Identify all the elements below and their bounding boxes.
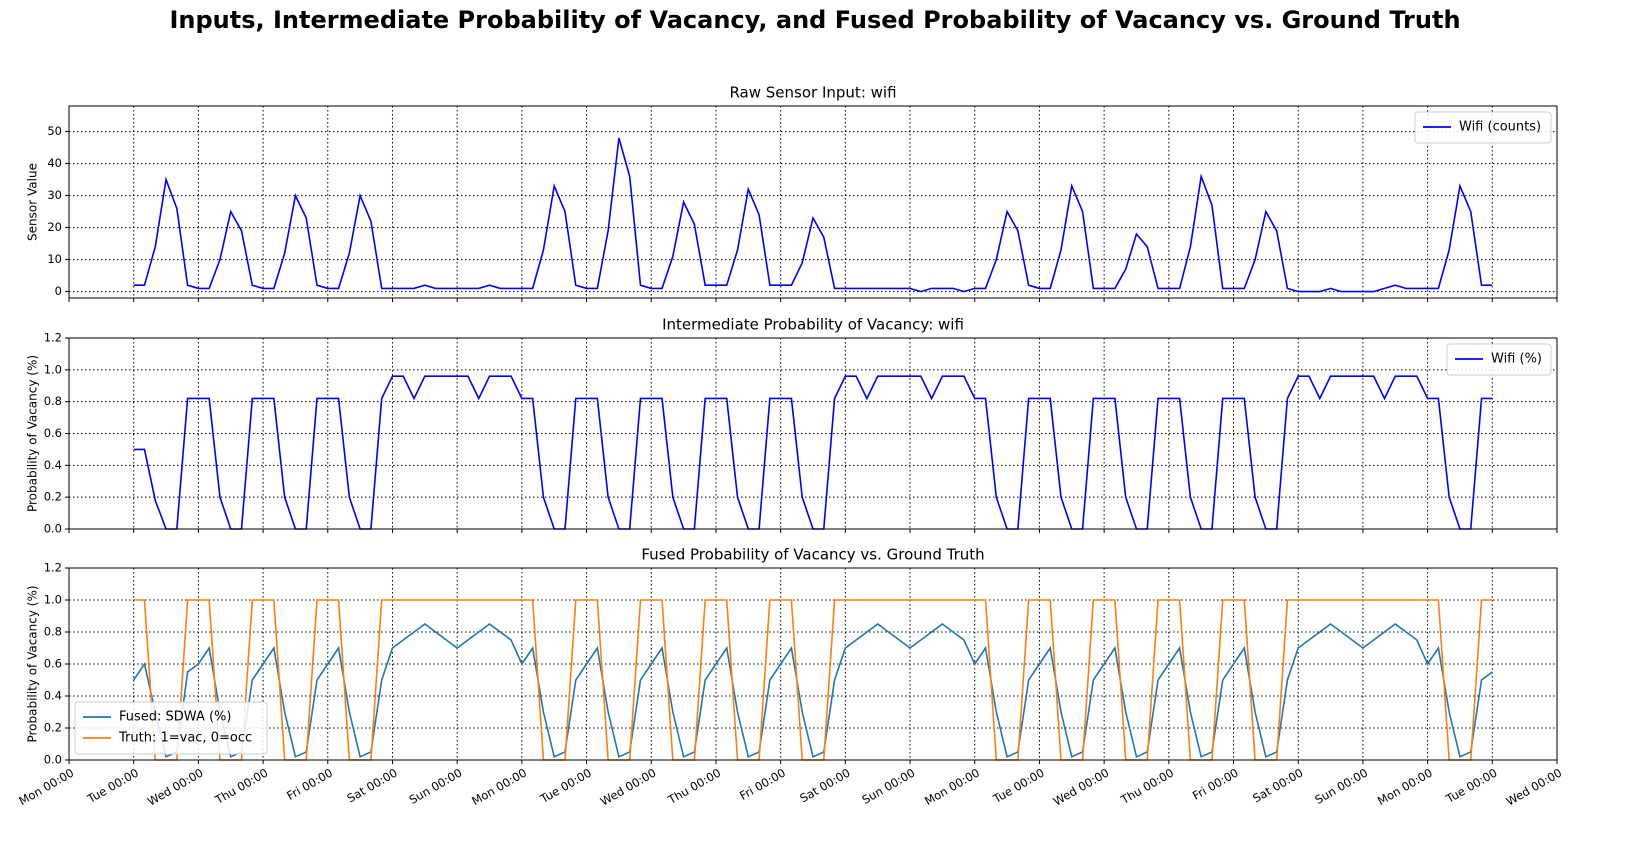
x-tick-label: Mon 00:00 [469, 766, 529, 809]
y-tick-label: 0.6 [44, 657, 62, 671]
y-tick-label: 0.4 [44, 689, 62, 703]
y-tick-label: 30 [47, 188, 62, 202]
legend-box [1414, 111, 1552, 144]
legend-label: Truth: 1=vac, 0=occ [118, 731, 252, 746]
y-tick-label: 1.2 [44, 561, 62, 575]
y-tick-label: 0.0 [44, 522, 62, 536]
x-tick-label: Wed 00:00 [145, 766, 206, 809]
y-tick-label: 0.0 [44, 753, 62, 767]
y-tick-label: 1.0 [44, 593, 62, 607]
x-tick-label: Sun 00:00 [1312, 766, 1370, 807]
subplot-title: Fused Probability of Vacancy vs. Ground … [641, 546, 984, 564]
subplot-title: Intermediate Probability of Vacancy: wif… [662, 316, 964, 334]
y-tick-label: 50 [47, 124, 62, 138]
x-tick-label: Fri 00:00 [284, 766, 335, 803]
plot-frame [68, 337, 1558, 530]
y-tick-label: 20 [47, 220, 62, 234]
y-tick-label: 1.0 [44, 362, 62, 376]
figure-title: Inputs, Intermediate Probability of Vaca… [169, 6, 1460, 34]
x-tick-label: Mon 00:00 [922, 766, 982, 809]
y-tick-label: 1.2 [44, 331, 62, 345]
y-tick-label: 0.8 [44, 394, 62, 408]
plot-frame [68, 105, 1558, 299]
subplot-title: Raw Sensor Input: wifi [729, 84, 896, 102]
legend-label: Wifi (%) [1491, 352, 1542, 367]
x-tick-label: Mon 00:00 [16, 766, 76, 809]
x-tick-label: Mon 00:00 [1375, 766, 1435, 809]
x-tick-label: Fri 00:00 [737, 766, 788, 803]
y-tick-label: 40 [47, 156, 62, 170]
x-tick-label: Wed 00:00 [1504, 766, 1565, 809]
legend-label: Wifi (counts) [1459, 120, 1541, 135]
y-axis-label: Sensor Value [26, 163, 40, 241]
x-tick-label: Tue 00:00 [990, 766, 1047, 807]
y-tick-label: 0.2 [44, 490, 62, 504]
x-tick-label: Thu 00:00 [665, 766, 723, 808]
x-tick-label: Fri 00:00 [1190, 766, 1241, 803]
x-tick-label: Thu 00:00 [212, 766, 270, 808]
x-tick-label: Sat 00:00 [345, 766, 400, 806]
x-tick-label: Sun 00:00 [859, 766, 917, 807]
legend-box [1446, 343, 1552, 376]
y-tick-label: 0 [55, 284, 62, 298]
legend-box [74, 701, 268, 755]
plot-frame [68, 567, 1558, 761]
x-tick-label: Tue 00:00 [84, 766, 141, 807]
x-tick-label: Tue 00:00 [537, 766, 594, 807]
x-tick-label: Sat 00:00 [797, 766, 852, 806]
x-tick-label: Sun 00:00 [407, 766, 465, 807]
y-tick-label: 0.2 [44, 721, 62, 735]
series-line [133, 137, 1493, 293]
x-tick-label: Wed 00:00 [1051, 766, 1112, 809]
x-tick-label: Tue 00:00 [1443, 766, 1500, 807]
y-axis-label: Probability of Vacancy (%) [26, 585, 40, 742]
y-tick-label: 0.6 [44, 426, 62, 440]
x-tick-label: Sat 00:00 [1250, 766, 1305, 806]
y-axis-label: Probability of Vacancy (%) [26, 355, 40, 512]
y-tick-label: 0.4 [44, 458, 62, 472]
series-line [133, 599, 1493, 761]
x-tick-label: Thu 00:00 [1118, 766, 1176, 808]
series-line [133, 623, 1493, 758]
y-tick-label: 10 [47, 252, 62, 266]
series-line [133, 375, 1493, 530]
legend-label: Fused: SDWA (%) [119, 710, 231, 725]
x-tick-label: Wed 00:00 [598, 766, 659, 809]
y-tick-label: 0.8 [44, 625, 62, 639]
